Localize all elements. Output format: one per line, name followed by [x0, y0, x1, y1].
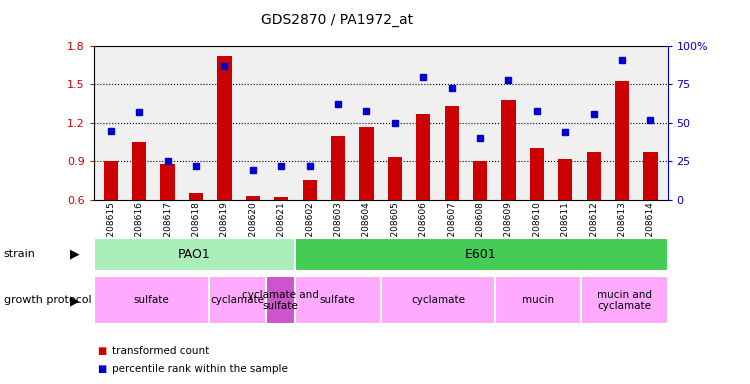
Bar [94, 238, 295, 271]
Bar [266, 276, 295, 324]
Text: transformed count: transformed count [112, 346, 210, 356]
Text: ■: ■ [98, 346, 106, 356]
Bar [94, 276, 208, 324]
Bar [558, 159, 572, 200]
Bar [501, 100, 515, 200]
Bar [160, 164, 175, 200]
Text: percentile rank within the sample: percentile rank within the sample [112, 364, 288, 374]
Bar [445, 106, 459, 200]
Bar [388, 157, 402, 200]
Text: ▶: ▶ [70, 248, 80, 261]
Bar [380, 276, 495, 324]
Text: mucin: mucin [522, 295, 554, 306]
Bar [104, 161, 118, 200]
Bar [331, 136, 345, 200]
Bar [644, 152, 658, 200]
Bar [473, 161, 488, 200]
Text: mucin and
cyclamate: mucin and cyclamate [597, 290, 652, 311]
Text: strain: strain [4, 249, 36, 260]
Text: GDS2870 / PA1972_at: GDS2870 / PA1972_at [262, 13, 413, 27]
Bar [416, 114, 430, 200]
Bar [295, 238, 668, 271]
Bar [586, 152, 601, 200]
Bar [209, 276, 266, 324]
Bar [615, 81, 629, 200]
Text: sulfate: sulfate [134, 295, 169, 306]
Bar [189, 193, 203, 200]
Text: cyclamate and
sulfate: cyclamate and sulfate [242, 290, 319, 311]
Bar [302, 180, 316, 200]
Text: ▶: ▶ [70, 294, 80, 307]
Text: PAO1: PAO1 [178, 248, 211, 261]
Bar [495, 276, 581, 324]
Bar [530, 149, 544, 200]
Text: E601: E601 [465, 248, 496, 261]
Bar [132, 142, 146, 200]
Text: growth protocol: growth protocol [4, 295, 92, 306]
Text: ■: ■ [98, 364, 106, 374]
Text: sulfate: sulfate [320, 295, 356, 306]
Bar [217, 56, 232, 200]
Bar [295, 276, 380, 324]
Bar [581, 276, 668, 324]
Text: cyclamate: cyclamate [411, 295, 465, 306]
Text: cyclamate: cyclamate [210, 295, 264, 306]
Bar [246, 196, 260, 200]
Bar [274, 197, 288, 200]
Bar [359, 127, 374, 200]
